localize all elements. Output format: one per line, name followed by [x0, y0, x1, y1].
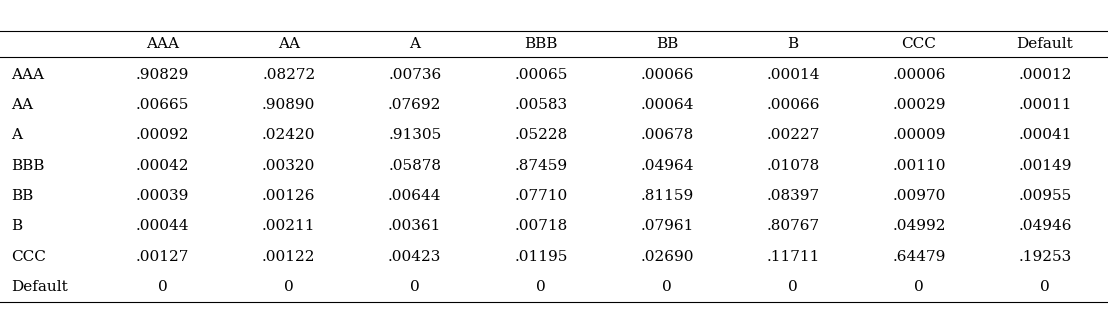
Text: .00583: .00583 — [514, 98, 567, 112]
Text: .00126: .00126 — [261, 189, 316, 203]
Text: A: A — [11, 128, 22, 142]
Text: .00955: .00955 — [1018, 189, 1071, 203]
Text: .00110: .00110 — [892, 159, 946, 173]
Text: .00011: .00011 — [1018, 98, 1071, 112]
Text: .00065: .00065 — [514, 68, 567, 82]
Text: .00149: .00149 — [1018, 159, 1071, 173]
Text: .00644: .00644 — [388, 189, 442, 203]
Text: AA: AA — [11, 98, 33, 112]
Text: .90890: .90890 — [263, 98, 316, 112]
Text: .04964: .04964 — [640, 159, 694, 173]
Text: .00006: .00006 — [892, 68, 946, 82]
Text: .00122: .00122 — [261, 250, 316, 264]
Text: Default: Default — [1017, 37, 1074, 51]
Text: 0: 0 — [157, 280, 167, 294]
Text: .00041: .00041 — [1018, 128, 1071, 142]
Text: AAA: AAA — [11, 68, 44, 82]
Text: .00665: .00665 — [136, 98, 189, 112]
Text: .80767: .80767 — [767, 219, 820, 233]
Text: .00029: .00029 — [892, 98, 946, 112]
Text: .01195: .01195 — [514, 250, 567, 264]
Text: CCC: CCC — [11, 250, 45, 264]
Text: .00014: .00014 — [766, 68, 820, 82]
Text: .87459: .87459 — [514, 159, 567, 173]
Text: AA: AA — [278, 37, 300, 51]
Text: .00012: .00012 — [1018, 68, 1071, 82]
Text: .00066: .00066 — [640, 68, 694, 82]
Text: BBB: BBB — [11, 159, 44, 173]
Text: .19253: .19253 — [1018, 250, 1071, 264]
Text: 0: 0 — [410, 280, 420, 294]
Text: .00227: .00227 — [767, 128, 820, 142]
Text: .07710: .07710 — [514, 189, 567, 203]
Text: BB: BB — [11, 189, 33, 203]
Text: .00678: .00678 — [640, 128, 694, 142]
Text: .00009: .00009 — [892, 128, 946, 142]
Text: 0: 0 — [284, 280, 294, 294]
Text: .08397: .08397 — [767, 189, 820, 203]
Text: .00039: .00039 — [136, 189, 189, 203]
Text: .00320: .00320 — [263, 159, 316, 173]
Text: A: A — [409, 37, 420, 51]
Text: .04946: .04946 — [1018, 219, 1071, 233]
Text: .11711: .11711 — [767, 250, 820, 264]
Text: .02690: .02690 — [640, 250, 694, 264]
Text: 0: 0 — [536, 280, 546, 294]
Text: .00736: .00736 — [388, 68, 441, 82]
Text: .81159: .81159 — [640, 189, 694, 203]
Text: .90829: .90829 — [136, 68, 189, 82]
Text: .08272: .08272 — [263, 68, 316, 82]
Text: .01078: .01078 — [767, 159, 820, 173]
Text: .00361: .00361 — [388, 219, 441, 233]
Text: 0: 0 — [1040, 280, 1050, 294]
Text: .02420: .02420 — [261, 128, 316, 142]
Text: .00718: .00718 — [514, 219, 567, 233]
Text: .00211: .00211 — [261, 219, 316, 233]
Text: AAA: AAA — [146, 37, 179, 51]
Text: .07961: .07961 — [640, 219, 694, 233]
Text: B: B — [11, 219, 22, 233]
Text: .00042: .00042 — [136, 159, 189, 173]
Text: .00092: .00092 — [136, 128, 189, 142]
Text: .00064: .00064 — [640, 98, 694, 112]
Text: .04992: .04992 — [892, 219, 946, 233]
Text: BBB: BBB — [524, 37, 557, 51]
Text: 0: 0 — [914, 280, 924, 294]
Text: .00127: .00127 — [136, 250, 189, 264]
Text: CCC: CCC — [902, 37, 936, 51]
Text: 0: 0 — [788, 280, 798, 294]
Text: BB: BB — [656, 37, 678, 51]
Text: .00970: .00970 — [892, 189, 945, 203]
Text: .64479: .64479 — [892, 250, 945, 264]
Text: 0: 0 — [661, 280, 671, 294]
Text: .05228: .05228 — [514, 128, 567, 142]
Text: .00044: .00044 — [136, 219, 189, 233]
Text: Default: Default — [11, 280, 68, 294]
Text: .07692: .07692 — [388, 98, 441, 112]
Text: .00423: .00423 — [388, 250, 441, 264]
Text: .05878: .05878 — [388, 159, 441, 173]
Text: .91305: .91305 — [388, 128, 441, 142]
Text: B: B — [788, 37, 799, 51]
Text: .00066: .00066 — [766, 98, 820, 112]
